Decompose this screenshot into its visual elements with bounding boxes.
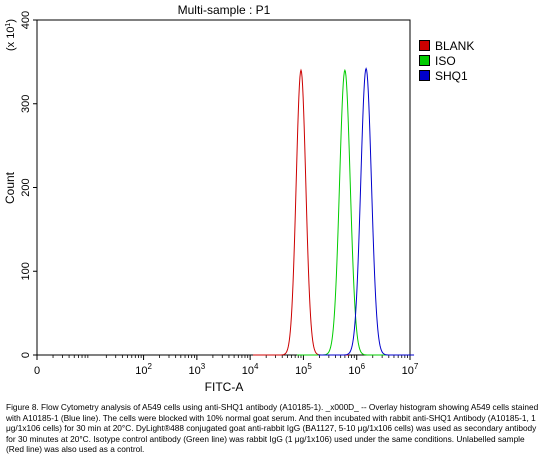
x-tick-label: 105 [295,362,312,377]
series-iso-line [296,68,393,356]
legend-label-blank: BLANK [435,38,475,53]
y-multiplier: (x 101) [5,19,17,51]
series-shq1-line [318,67,415,356]
legend-swatch-iso [419,55,430,66]
y-axis-label: Count [3,171,17,204]
legend-label-shq1: SHQ1 [435,68,468,83]
x-tick-label: 103 [189,362,206,377]
flow-cytometry-histogram: Multi-sample : P1 0 100 200 300 400 0 102 103 1… [3,3,419,394]
legend-swatch-blank [419,40,430,51]
y-multiplier-suffix: ) [5,19,17,23]
y-tick-label: 0 [20,352,32,358]
figure-caption: Figure 8. Flow Cytometry analysis of A54… [6,402,539,455]
y-tick-label: 100 [20,262,32,280]
chart-legend: BLANK ISO SHQ1 [419,38,474,83]
x-tick-label: 104 [242,362,259,377]
legend-item-shq1: SHQ1 [419,68,474,83]
legend-swatch-shq1 [419,70,430,81]
y-tick-label: 300 [20,95,32,113]
y-axis: 0 100 200 300 400 [20,11,37,358]
y-multiplier-exponent: 1 [5,23,12,27]
y-tick-label: 400 [20,11,32,29]
y-tick-label: 200 [20,178,32,196]
legend-item-blank: BLANK [419,38,474,53]
x-axis-label: FITC-A [205,380,244,394]
x-tick-label: 102 [135,362,152,377]
legend-item-iso: ISO [419,53,474,68]
histogram-curves [253,67,415,356]
chart-title: Multi-sample : P1 [178,3,271,17]
plot-frame [36,19,411,356]
y-multiplier-prefix: (x 10 [5,27,17,51]
x-tick-label: 0 [34,365,40,377]
legend-label-iso: ISO [435,53,456,68]
x-tick-label: 107 [402,362,419,377]
x-tick-label: 106 [348,362,365,377]
x-axis: 0 102 103 104 105 106 107 [34,355,419,377]
